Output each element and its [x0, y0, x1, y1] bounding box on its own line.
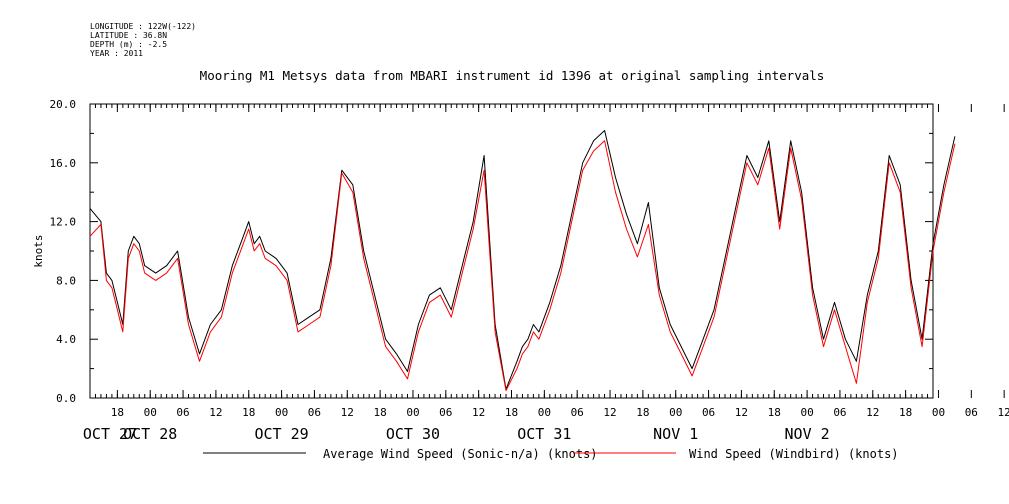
chart-legend: Average Wind Speed (Sonic-n/a) (knots) W… — [203, 447, 899, 461]
y-tick-label: 4.0 — [56, 333, 76, 346]
x-tick-label: 18 — [373, 406, 386, 419]
x-tick-label: 18 — [768, 406, 781, 419]
x-tick-label: 12 — [735, 406, 748, 419]
legend-label-average: Average Wind Speed (Sonic-n/a) (knots) — [323, 447, 598, 461]
x-tick-label: 18 — [242, 406, 255, 419]
y-axis-label: knots — [32, 234, 45, 267]
x-tick-label: 06 — [176, 406, 189, 419]
x-date-label: OCT 28 — [123, 425, 177, 443]
year-text: YEAR : 2011 — [90, 49, 143, 58]
x-tick-label: 18 — [899, 406, 912, 419]
x-tick-label: 06 — [965, 406, 978, 419]
x-date-label: OCT 31 — [517, 425, 571, 443]
x-tick-label: 12 — [998, 406, 1009, 419]
latitude-text: LATITUDE : 36.8N — [90, 31, 168, 40]
x-tick-label: 00 — [275, 406, 288, 419]
longitude-text: LONGITUDE : 122W(-122) — [90, 22, 196, 31]
y-tick-label: 0.0 — [56, 392, 76, 405]
x-date-label: OCT 27 — [83, 425, 137, 443]
x-tick-label: 00 — [932, 406, 945, 419]
x-tick-label: 06 — [439, 406, 452, 419]
series-line-average-wind-speed — [89, 130, 956, 390]
x-date-label: OCT 29 — [254, 425, 308, 443]
x-tick-label: 18 — [636, 406, 649, 419]
x-tick-label: 00 — [406, 406, 419, 419]
x-tick-label: 06 — [702, 406, 715, 419]
x-tick-label: 00 — [538, 406, 551, 419]
y-tick-label: 16.0 — [50, 157, 77, 170]
metadata-block: LONGITUDE : 122W(-122) LATITUDE : 36.8N … — [90, 22, 196, 58]
chart-axes: 0.0 4.0 8.0 12.0 16.0 20.0 knots 18 00 06 12 18 00 06… — [32, 98, 1009, 443]
x-tick-label: 12 — [472, 406, 485, 419]
y-tick-label: 12.0 — [50, 216, 77, 229]
x-tick-label: 06 — [571, 406, 584, 419]
x-date-label: OCT 30 — [386, 425, 440, 443]
x-date-label: NOV 1 — [653, 425, 698, 443]
legend-label-windbird: Wind Speed (Windbird) (knots) — [689, 447, 899, 461]
x-tick-label: 18 — [505, 406, 518, 419]
x-tick-label: 12 — [603, 406, 616, 419]
x-tick-label: 06 — [833, 406, 846, 419]
x-tick-label: 06 — [308, 406, 321, 419]
x-tick-label: 00 — [669, 406, 682, 419]
plot-frame — [89, 103, 934, 399]
y-tick-label: 20.0 — [50, 98, 77, 111]
x-tick-label: 12 — [341, 406, 354, 419]
x-tick-label: 18 — [111, 406, 124, 419]
x-date-label: NOV 2 — [785, 425, 830, 443]
y-tick-label: 8.0 — [56, 274, 76, 287]
depth-text: DEPTH (m) : -2.5 — [90, 40, 168, 49]
chart-title: Mooring M1 Metsys data from MBARI instru… — [200, 68, 825, 83]
chart-series — [89, 130, 956, 392]
x-tick-label: 12 — [209, 406, 222, 419]
series-line-windbird-wind-speed — [89, 140, 956, 392]
x-tick-label: 00 — [800, 406, 813, 419]
x-tick-label: 12 — [866, 406, 879, 419]
x-tick-label: 00 — [144, 406, 157, 419]
